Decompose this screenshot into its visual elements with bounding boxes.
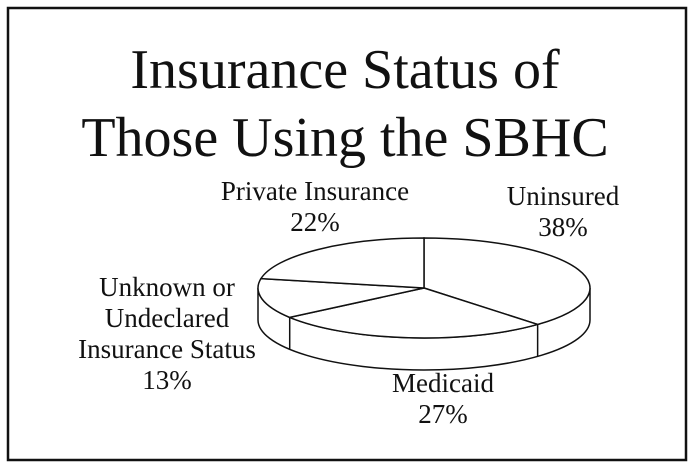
label-line: Undeclared: [105, 303, 230, 333]
slice-label: Uninsured: [507, 181, 620, 211]
chart-title: Insurance Status of: [130, 39, 560, 101]
slice-value-label: 38%: [538, 212, 588, 242]
slice-label: Medicaid: [392, 368, 494, 398]
label-line: Unknown or: [99, 272, 235, 302]
slice-value-label: 22%: [290, 207, 340, 237]
label-line: Insurance Status: [78, 334, 256, 364]
slice-value-label: 13%: [142, 365, 192, 395]
slice-label: Private Insurance: [221, 176, 409, 206]
frame: [6, 6, 688, 462]
pie-slice: [423, 237, 591, 326]
slice-label: Unknown or Undeclared Insurance Status: [78, 272, 256, 364]
pie-slice: [257, 277, 425, 319]
pie-slice: [287, 287, 541, 339]
pie-slice: [259, 237, 425, 289]
chart-title: Those Using the SBHC: [81, 107, 608, 169]
label-line: Medicaid: [392, 368, 494, 398]
label-line: Private Insurance: [221, 176, 409, 206]
label-line: Uninsured: [507, 181, 620, 211]
slice-value-label: 27%: [418, 399, 468, 429]
